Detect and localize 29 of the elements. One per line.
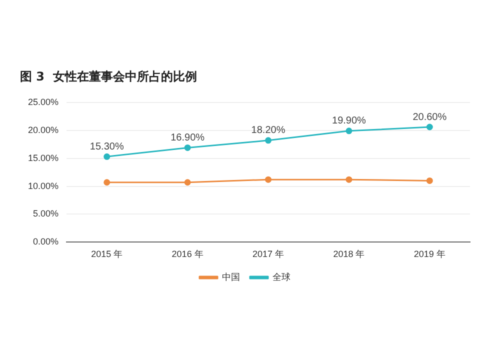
point	[104, 179, 110, 186]
point	[265, 137, 272, 144]
point	[426, 124, 433, 130]
y-tick-label: 15.00%	[28, 152, 59, 163]
legend-label: 中国	[222, 272, 240, 283]
x-tick-label: 2015 年	[91, 249, 123, 260]
data-label: 20.60%	[412, 112, 447, 123]
point	[346, 128, 352, 134]
data-label: 16.90%	[170, 132, 205, 144]
point	[265, 176, 272, 183]
point	[184, 144, 191, 151]
y-tick-label: 5.00%	[32, 208, 59, 219]
x-tick-label: 2017 年	[252, 249, 284, 260]
y-tick-label: 25.00%	[28, 96, 59, 107]
y-tick-label: 20.00%	[28, 124, 59, 135]
data-label: 15.30%	[90, 141, 124, 152]
point	[104, 153, 110, 160]
x-tick-label: 2016 年	[172, 249, 204, 260]
y-tick-label: 10.00%	[28, 180, 59, 191]
point	[346, 176, 352, 183]
point	[426, 177, 433, 184]
chart-title: 图 3 女性在董事会中所占的比例	[20, 69, 197, 84]
x-tick-label: 2019 年	[414, 249, 446, 260]
legend-label: 全球	[272, 272, 290, 283]
y-tick-label: 0.00%	[32, 236, 59, 247]
data-label: 18.20%	[251, 125, 286, 136]
data-label: 19.90%	[332, 116, 366, 127]
point	[184, 179, 191, 186]
x-tick-label: 2018 年	[333, 249, 365, 260]
